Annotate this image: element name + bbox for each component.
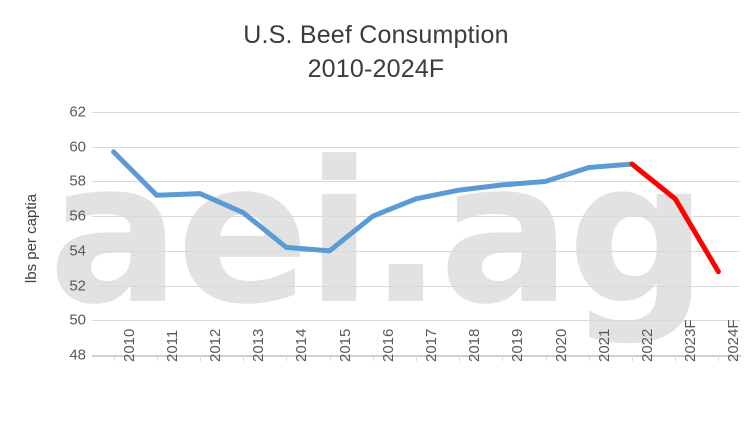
series-lines bbox=[111, 149, 721, 275]
gridline bbox=[92, 320, 740, 322]
x-tick-mark bbox=[502, 356, 504, 361]
gridline bbox=[92, 216, 740, 218]
y-axis-title-text: lbs per captia bbox=[23, 193, 41, 283]
y-tick-label: 54 bbox=[69, 242, 86, 260]
chart-title-line2: 2010-2024F bbox=[307, 55, 445, 83]
y-tick-label: 58 bbox=[69, 172, 86, 190]
gridline bbox=[92, 112, 740, 113]
y-tick-label: 48 bbox=[69, 346, 86, 364]
x-tick-mark bbox=[286, 356, 288, 361]
y-tick-label: 52 bbox=[69, 277, 86, 295]
x-tick-mark bbox=[113, 356, 115, 361]
gridline bbox=[92, 285, 740, 287]
series-line bbox=[629, 161, 721, 275]
x-tick-mark bbox=[588, 356, 590, 361]
y-axis-ticks: 62 60 58 56 54 52 50 48 bbox=[44, 100, 86, 364]
y-tick-label: 62 bbox=[69, 103, 86, 121]
x-tick-mark bbox=[329, 356, 331, 361]
plot-area bbox=[92, 112, 740, 356]
chart-title: U.S. Beef Consumption 2010-2024F bbox=[0, 18, 752, 86]
x-tick-mark bbox=[243, 356, 245, 361]
x-tick-mark bbox=[675, 356, 677, 361]
x-tick-mark bbox=[416, 356, 417, 361]
x-tick-mark bbox=[632, 356, 633, 361]
gridline bbox=[92, 181, 740, 183]
x-tick-mark bbox=[156, 356, 158, 361]
chart-title-line1: U.S. Beef Consumption bbox=[243, 21, 509, 49]
x-tick-mark bbox=[545, 356, 547, 361]
x-tick-mark bbox=[372, 356, 374, 361]
gridline bbox=[92, 250, 740, 252]
gridline bbox=[92, 146, 740, 148]
x-tick-label: 2024F bbox=[725, 319, 743, 362]
y-tick-label: 56 bbox=[69, 207, 86, 225]
series-line bbox=[111, 149, 635, 254]
x-axis-ticks: 2010 2011 2012 2013 2014 2015 2016 2017 2018 2019… bbox=[92, 319, 743, 428]
x-tick-mark bbox=[718, 356, 720, 361]
y-tick-label: 50 bbox=[69, 311, 86, 329]
x-tick-mark bbox=[459, 356, 461, 361]
y-tick-label: 60 bbox=[69, 138, 86, 156]
y-axis-title: lbs per captia bbox=[22, 168, 42, 308]
x-tick-mark bbox=[200, 356, 201, 361]
